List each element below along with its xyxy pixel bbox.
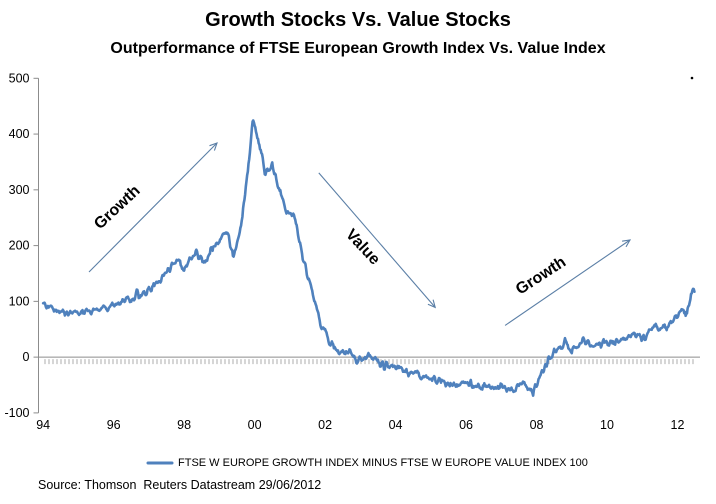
svg-text:300: 300 <box>9 183 30 197</box>
svg-text:400: 400 <box>9 127 30 141</box>
svg-text:Value: Value <box>342 226 383 268</box>
svg-text:-100: -100 <box>4 406 29 420</box>
svg-text:98: 98 <box>177 418 191 432</box>
svg-text:00: 00 <box>248 418 262 432</box>
svg-text:0: 0 <box>23 350 30 364</box>
svg-text:96: 96 <box>107 418 121 432</box>
svg-text:Growth: Growth <box>513 254 569 299</box>
svg-text:10: 10 <box>600 418 614 432</box>
svg-text:12: 12 <box>671 418 685 432</box>
svg-text:94: 94 <box>36 418 50 432</box>
svg-text:08: 08 <box>530 418 544 432</box>
svg-text:06: 06 <box>459 418 473 432</box>
svg-text:02: 02 <box>318 418 332 432</box>
svg-text:500: 500 <box>9 71 30 85</box>
svg-text:200: 200 <box>9 239 30 253</box>
svg-text:04: 04 <box>389 418 403 432</box>
svg-text:100: 100 <box>9 294 30 308</box>
